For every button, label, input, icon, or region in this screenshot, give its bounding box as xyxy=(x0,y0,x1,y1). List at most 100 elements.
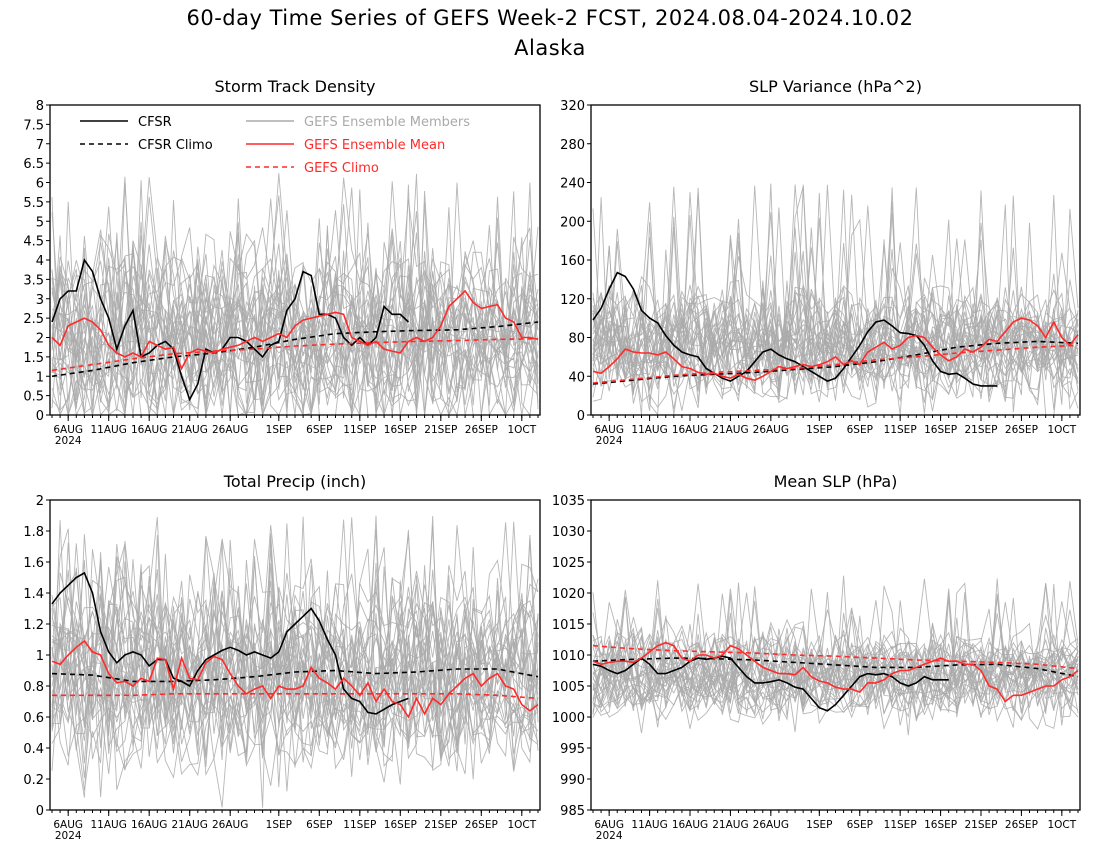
ensemble-members xyxy=(592,183,1079,415)
y-tick-label: 3 xyxy=(36,293,44,308)
ensemble-member-line xyxy=(51,549,539,713)
ensemble-member-line xyxy=(51,235,539,387)
y-tick-label: 7.5 xyxy=(23,118,44,133)
y-tick-label: 160 xyxy=(560,254,585,269)
series-cfsr xyxy=(51,258,409,402)
ensemble-member-line xyxy=(51,177,539,385)
x-tick-label: 26AUG xyxy=(753,424,789,436)
ensemble-member-line xyxy=(51,207,539,415)
x-tick-label: 11SEP xyxy=(884,424,917,436)
x-tick-label: 26SEP xyxy=(1005,424,1038,436)
x-tick-label: 1OCT xyxy=(1047,819,1076,831)
x-tick-label: 16SEP xyxy=(924,819,957,831)
x-tick-label: 6AUG xyxy=(594,424,624,436)
x-tick-label: 1SEP xyxy=(806,424,832,436)
ensemble-members xyxy=(51,173,539,415)
x-tick-label: 21AUG xyxy=(712,424,748,436)
chart-panel-1: Storm Track Density 0 0.5 1 1.5 2 2.5 3 3.5 4 4.5 5… xyxy=(23,77,541,447)
figure-title: 60-day Time Series of GEFS Week-2 FCST, … xyxy=(186,6,914,30)
y-tick-label: 320 xyxy=(560,99,585,114)
ensemble-member-line xyxy=(51,519,539,754)
chart-panel-4: Mean SLP (hPa) 985 990 995 1000 1005 1010 1015 1… xyxy=(552,472,1081,842)
ensemble-member-line xyxy=(592,184,1079,415)
chart-panel-3: Total Precip (inch) 0 0.2 0.4 0.6 0.8 1 1.2 1.4 1… xyxy=(23,472,541,842)
ensemble-member-line xyxy=(51,561,539,729)
figure-subtitle: Alaska xyxy=(514,36,586,60)
y-tick-label: 240 xyxy=(560,177,585,192)
x-tick-label: 6SEP xyxy=(306,424,332,436)
ensemble-member-line xyxy=(51,201,539,415)
ensemble-member-line xyxy=(51,195,539,407)
y-tick-label: 1.6 xyxy=(23,556,44,571)
x-tick-label: 16AUG xyxy=(131,819,167,831)
y-tick-label: 0.6 xyxy=(23,711,44,726)
series-cfsr-climo xyxy=(592,340,1079,385)
y-tick-label: 995 xyxy=(560,742,585,757)
series-gefs-climo xyxy=(51,337,539,372)
x-tick-label: 26SEP xyxy=(465,819,498,831)
x-tick-label: 16AUG xyxy=(131,424,167,436)
x-tick-label: 26AUG xyxy=(753,819,789,831)
x-tick-label: 21SEP xyxy=(424,424,457,436)
x-tick-label: 26AUG xyxy=(212,819,248,831)
ensemble-member-line xyxy=(592,588,1079,721)
x-tick-label: 1SEP xyxy=(266,819,292,831)
ensemble-member-line xyxy=(592,212,1079,376)
series-cfsr xyxy=(51,571,409,715)
x-year-label: 2024 xyxy=(596,435,623,447)
ensemble-member-line xyxy=(51,218,539,402)
ensemble-member-line xyxy=(592,218,1079,409)
ensemble-member-line xyxy=(592,602,1079,704)
ensemble-member-line xyxy=(592,592,1079,722)
legend-label: CFSR Climo xyxy=(138,138,213,153)
y-tick-label: 7 xyxy=(36,138,44,153)
y-tick-label: 0.2 xyxy=(23,773,44,788)
chart-panel-2: SLP Variance (hPa^2) 0 40 80 120 160 200 240 280… xyxy=(560,77,1081,447)
x-tick-label: 6SEP xyxy=(847,819,873,831)
series-gefs-climo xyxy=(52,692,539,700)
y-tick-label: 4.5 xyxy=(23,235,44,250)
y-tick-label: 990 xyxy=(560,773,585,788)
panel-title: Total Precip (inch) xyxy=(223,472,366,491)
ensemble-member-line xyxy=(592,187,1079,411)
ensemble-members xyxy=(51,515,539,808)
ensemble-member-line xyxy=(51,182,539,415)
ensemble-member-line xyxy=(51,522,539,747)
y-tick-label: 6.5 xyxy=(23,157,44,172)
y-tick-label: 4 xyxy=(36,254,44,269)
y-tick-label: 1.2 xyxy=(23,618,44,633)
x-tick-label: 1OCT xyxy=(507,819,536,831)
ensemble-member-line xyxy=(51,536,539,798)
y-tick-label: 1 xyxy=(36,649,44,664)
y-tick-label: 2 xyxy=(36,494,44,509)
series-gefs-ensemble-mean xyxy=(51,289,539,371)
x-tick-label: 1OCT xyxy=(1047,424,1076,436)
y-tick-label: 0 xyxy=(36,409,44,424)
x-tick-label: 6SEP xyxy=(847,424,873,436)
ensemble-member-line xyxy=(592,252,1079,391)
ensemble-member-line xyxy=(592,588,1079,721)
y-tick-label: 5.5 xyxy=(23,196,44,211)
series-gefs-ensemble-mean xyxy=(592,317,1079,381)
ensemble-member-line xyxy=(592,580,1079,712)
ensemble-member-line xyxy=(592,586,1079,715)
y-tick-label: 1015 xyxy=(552,618,585,633)
x-year-label: 2024 xyxy=(596,830,623,842)
x-tick-label: 16SEP xyxy=(384,424,417,436)
panel-title: Storm Track Density xyxy=(215,77,376,96)
x-tick-label: 11SEP xyxy=(884,819,917,831)
x-year-label: 2024 xyxy=(55,435,82,447)
y-tick-label: 1035 xyxy=(552,494,585,509)
series-gefs-ensemble-mean xyxy=(51,639,539,719)
ensemble-member-line xyxy=(51,230,539,394)
ensemble-member-line xyxy=(51,534,539,778)
y-tick-label: 1.8 xyxy=(23,525,44,540)
y-tick-label: 1.5 xyxy=(23,351,44,366)
panel-title: Mean SLP (hPa) xyxy=(774,472,898,491)
x-tick-label: 6AUG xyxy=(594,819,624,831)
y-tick-label: 8 xyxy=(36,99,44,114)
x-tick-label: 16SEP xyxy=(384,819,417,831)
ensemble-member-line xyxy=(592,205,1079,387)
panel-title: SLP Variance (hPa^2) xyxy=(749,77,922,96)
y-tick-label: 0.4 xyxy=(23,742,44,757)
